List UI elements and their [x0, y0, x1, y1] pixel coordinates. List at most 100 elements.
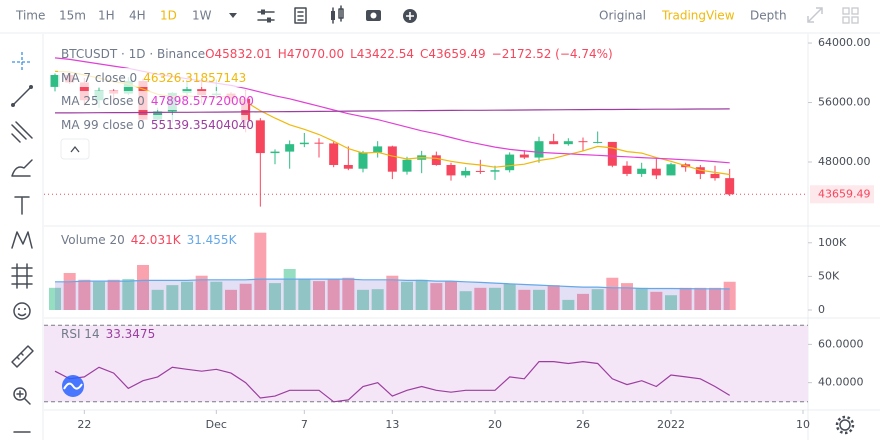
candle-body — [490, 170, 500, 172]
candle-body — [343, 164, 353, 169]
y-tick-label: 40.0000 — [818, 376, 864, 389]
candle-body — [358, 152, 368, 169]
view-tradingview[interactable]: TradingView — [661, 9, 735, 23]
candle-body — [461, 170, 471, 176]
text-tool[interactable] — [14, 196, 30, 215]
volume-bar — [503, 283, 516, 310]
pattern-tool[interactable] — [11, 231, 33, 249]
chart-type-icon[interactable] — [331, 5, 344, 24]
volume-bar — [430, 283, 443, 310]
y-tick-label: 56000.00 — [818, 96, 871, 109]
interval-1h[interactable]: 1H — [98, 9, 115, 23]
measure-tool[interactable] — [11, 345, 34, 368]
zoom-tool[interactable] — [13, 387, 31, 405]
candle-body — [50, 75, 60, 87]
settings-gear[interactable] — [835, 415, 855, 435]
ma-legend: MA 7 close 0 46326.31857143 — [61, 71, 246, 85]
rsi-value: 33.3475 — [106, 327, 156, 341]
y-tick-label: 48000.00 — [818, 155, 871, 168]
candle-body — [182, 89, 192, 93]
volume-bar — [665, 295, 677, 310]
brush-tool[interactable] — [11, 159, 33, 177]
volume-ma-area — [55, 279, 730, 310]
volume-bar — [386, 275, 399, 310]
volume-bar — [151, 289, 164, 310]
volume-bar — [342, 277, 355, 310]
x-tick-label: 2022 — [657, 418, 685, 431]
rsi-title: RSI 14 — [61, 327, 100, 341]
symbol-header: BTCUSDT · 1D · BinanceO45832.01 H47070.00… — [61, 47, 613, 61]
y-tick-label: 60.0000 — [818, 337, 864, 350]
candle-body — [475, 170, 485, 172]
volume-bar — [591, 289, 604, 310]
volume-bar — [401, 281, 413, 310]
volume-bar — [254, 232, 267, 310]
plot-area: 48000.00 56000.00 64000.00 0 50K 100K 40.0000 6… — [44, 36, 874, 431]
rsi-legend: RSI 14 33.3475 — [61, 327, 155, 341]
rsi-line — [54, 360, 731, 403]
ohlc-value: −2172.52 (−4.74%) — [492, 47, 613, 61]
crosshair-tool[interactable] — [12, 52, 32, 72]
screenshot-icon[interactable] — [366, 10, 381, 21]
rsi-band — [44, 325, 808, 402]
candle-body — [505, 154, 515, 171]
ma-value: 47898.57720000 — [151, 94, 254, 108]
ohlc-value: O45832.01 — [205, 47, 272, 61]
volume-bar — [239, 283, 252, 310]
x-tick-label: 7 — [301, 418, 308, 431]
ma-legend: MA 99 close 0 55139.35404040 — [61, 118, 254, 132]
view-original[interactable]: Original — [599, 9, 646, 23]
ohlc-value: C43659.49 — [420, 47, 486, 61]
last-price-badge — [810, 185, 874, 204]
trend-line-tool[interactable] — [11, 85, 33, 107]
volume-bar — [107, 279, 120, 310]
main-legend: BTCUSDT · 1D · BinanceO45832.01 H47070.00… — [58, 47, 613, 160]
interval-4h[interactable]: 4H — [129, 9, 146, 23]
x-tick-label: 10 — [796, 418, 810, 431]
prediction-tool[interactable] — [11, 263, 33, 289]
interval-dropdown[interactable] — [229, 13, 237, 18]
view-depth[interactable]: Depth — [750, 9, 787, 23]
volume-bar — [650, 291, 663, 310]
indicator-settings-icon[interactable] — [257, 9, 275, 23]
volume-value: 42.031K — [131, 233, 182, 247]
ohlc-value: L43422.54 — [350, 47, 414, 61]
candle-body — [255, 120, 265, 154]
volume-bar — [327, 279, 340, 310]
grid-icon[interactable] — [842, 7, 859, 24]
drawing-toolbar — [11, 34, 44, 440]
x-tick-label: 20 — [488, 418, 502, 431]
volume-title: Volume 20 — [61, 233, 125, 247]
collapse-legend-button[interactable] — [60, 138, 90, 160]
volume-bar — [518, 289, 531, 310]
fib-tool[interactable] — [11, 121, 33, 143]
candle-body — [725, 178, 735, 195]
candle-body — [534, 141, 544, 158]
candle-body — [431, 155, 441, 165]
interval-1w[interactable]: 1W — [192, 9, 212, 23]
add-indicator-icon[interactable] — [403, 9, 417, 23]
icon-tool[interactable] — [13, 302, 31, 320]
fullscreen-icon[interactable] — [807, 7, 823, 23]
ma-name: MA 99 close 0 — [61, 118, 145, 132]
volume-bar — [606, 277, 619, 310]
volume-bar — [357, 289, 369, 310]
candle-body — [329, 143, 339, 165]
volume-bar — [577, 293, 589, 310]
interval-time[interactable]: Time — [15, 9, 45, 23]
layout-icon[interactable] — [294, 7, 307, 24]
volume-bar — [445, 281, 457, 310]
tradingview-logo — [62, 375, 84, 397]
ma-name: MA 25 close 0 — [61, 94, 145, 108]
legend-bg — [58, 91, 248, 110]
candle-body — [270, 151, 280, 154]
interval-1d[interactable]: 1D — [160, 9, 177, 23]
volume-bar — [93, 281, 105, 310]
legend-bg — [58, 115, 248, 134]
volume-bar — [621, 283, 633, 310]
volume-bar — [562, 299, 575, 310]
interval-15m[interactable]: 15m — [59, 9, 86, 23]
candle-body — [402, 159, 412, 172]
volume-legend: Volume 20 42.031K 31.455K — [61, 233, 238, 247]
